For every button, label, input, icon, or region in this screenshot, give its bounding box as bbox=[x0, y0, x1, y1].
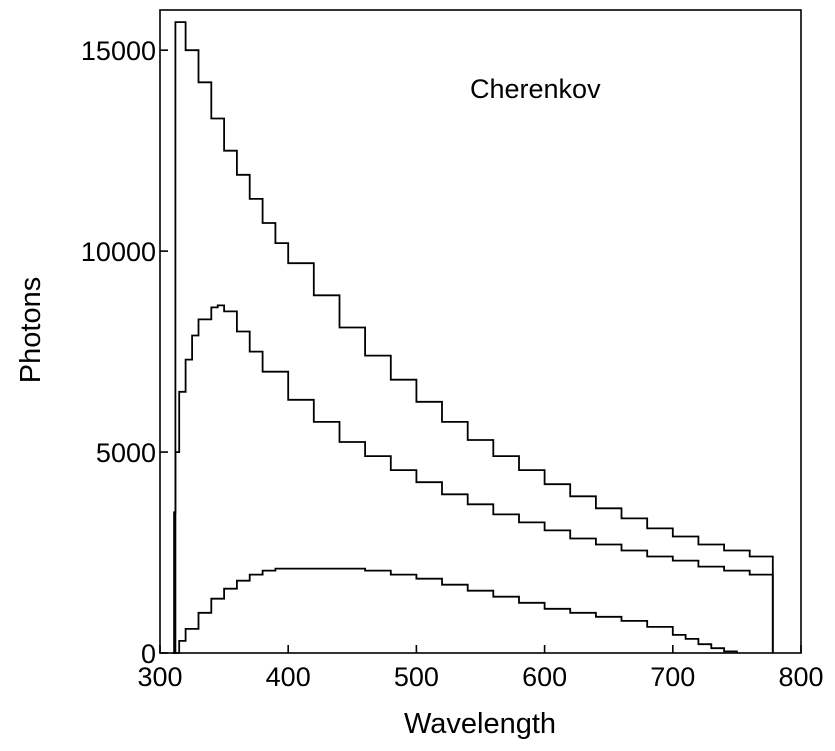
y-tick-label: 15000 bbox=[81, 36, 156, 66]
series-upper-line bbox=[172, 21, 774, 654]
x-tick-label: 500 bbox=[394, 662, 439, 692]
x-tick-label: 400 bbox=[266, 662, 311, 692]
y-axis-label: Photons bbox=[15, 277, 47, 383]
plot-frame bbox=[159, 9, 802, 654]
y-tick-labels: 0 5000 10000 15000 bbox=[81, 36, 156, 669]
chart-annotation: Cherenkov bbox=[470, 74, 601, 104]
x-tick-labels: 300 400 500 600 700 800 bbox=[137, 662, 823, 692]
series-middle-line bbox=[172, 304, 774, 654]
x-tick-label: 700 bbox=[650, 662, 695, 692]
x-axis-label: Wavelength bbox=[404, 708, 556, 740]
series-group bbox=[172, 21, 774, 654]
x-tick-label: 600 bbox=[522, 662, 567, 692]
y-tick-label: 5000 bbox=[96, 438, 156, 468]
x-tick-label: 300 bbox=[137, 662, 182, 692]
series-lower-line bbox=[172, 567, 738, 654]
y-tick-label: 10000 bbox=[81, 237, 156, 267]
x-tick-label: 800 bbox=[778, 662, 823, 692]
y-tick-label: 0 bbox=[141, 639, 156, 669]
